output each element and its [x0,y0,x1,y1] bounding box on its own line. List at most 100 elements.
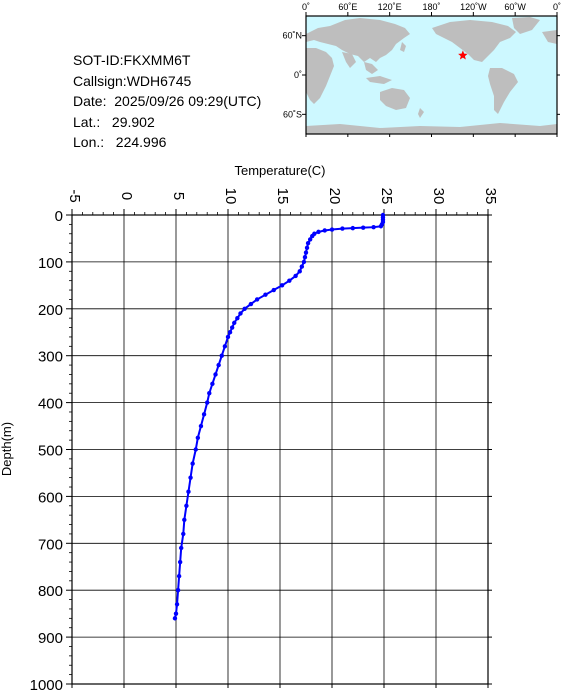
map-ticks: 0˚ 60˚E 120˚E 180˚ 120˚W 60˚W 0˚ 60˚N 0˚ 60˚S [282,2,561,137]
data-point [380,219,386,225]
data-point [182,517,187,523]
data-point [174,602,180,607]
map-lon-label: 0˚ [302,2,310,12]
station-info: SOT-ID:FKXMM6T Callsign:WDH6745 Date: 20… [73,50,261,153]
data-point [242,306,247,311]
data-point [181,531,186,537]
y-tick-label: 500 [38,443,63,460]
station-marker-icon [458,50,468,60]
grid-horizontal [72,261,488,638]
data-point [229,325,235,330]
map-lon-label: 180˚ [422,2,440,12]
data-point [263,292,268,297]
data-point [380,215,386,220]
data-point [195,435,201,440]
data-point [205,400,210,405]
y-tick-label: 600 [38,489,63,506]
temperature-profile-points [172,212,386,621]
map-lon-label: 60˚E [338,2,357,12]
map-lon-label: 0˚ [553,2,561,12]
map-land-eurasia [306,18,410,62]
data-point [207,391,212,396]
x-tick-label: 5 [170,192,187,200]
x-tick-label: 25 [378,188,395,205]
data-point [172,616,178,621]
data-point [378,224,384,229]
callsign-text: Callsign:WDH6745 [73,72,192,89]
data-point [175,588,181,593]
data-point [201,412,207,417]
x-tick-label: -5 [66,189,83,202]
x-tick-label: 30 [430,188,447,205]
y-tick-label: 0 [55,208,63,225]
plot-frame [71,214,489,685]
y-tick-label: 100 [38,255,63,272]
data-point [302,255,308,260]
y-tick-label: 300 [38,349,63,366]
data-point [329,227,335,232]
data-point [222,344,228,349]
data-point [380,217,386,222]
data-point [361,225,366,230]
data-point [186,489,191,494]
data-point [176,573,182,579]
data-point [188,475,193,480]
map-lon-label: 120˚E [378,2,402,12]
x-tick-label: 15 [274,188,291,205]
x-tick-label: 10 [222,188,239,205]
data-point [312,231,317,236]
x-axis-title: Temperature(C) [234,163,325,178]
y-tick-label: 1000 [30,677,63,690]
world-map: 0˚ 60˚E 120˚E 180˚ 120˚W 60˚W 0˚ 60˚N 0˚ 60˚S [282,2,561,137]
data-point [310,233,315,239]
map-land-south-america [488,68,518,114]
data-point [322,228,327,233]
map-land-africa [306,48,334,104]
map-lon-label: 60˚W [504,2,526,12]
y-tick-label: 400 [38,396,63,413]
temperature-profile-line [173,215,384,619]
data-point [184,503,189,508]
data-point [213,372,218,377]
data-point [225,334,231,340]
data-point [179,545,184,551]
data-point [248,301,254,307]
map-land [306,17,557,134]
data-point [279,283,285,288]
grid-vertical [71,215,489,684]
data-point [190,461,195,466]
data-point [271,287,276,293]
data-point [216,362,221,368]
map-lat-label: 60˚S [283,109,302,119]
data-point [297,269,302,274]
map-land-australia [380,88,410,110]
map-land-europe-east [542,30,557,44]
map-land-se-asia [364,62,378,74]
data-point [177,559,183,565]
data-point [305,240,311,246]
map-land-north-america [432,20,516,62]
data-point [293,273,298,279]
data-point [232,320,237,326]
data-point [350,225,355,231]
y-axis-ticks: 0 100 200 300 400 500 600 700 800 900 1000 [30,208,492,690]
data-point [210,381,215,387]
y-axis-title: Depth(m) [0,422,14,476]
x-tick-label: 0 [118,192,135,200]
data-point [238,311,243,316]
data-point [227,330,233,335]
map-land-greenland [512,17,540,34]
data-point [287,278,292,283]
data-point [307,237,313,242]
y-tick-label: 200 [38,302,63,319]
data-point [301,259,307,265]
data-point [380,212,386,218]
data-point [198,423,204,429]
map-land-india [342,52,356,68]
map-lat-label: 0˚ [294,70,302,80]
data-point [173,611,179,616]
data-point [379,222,385,227]
map-land-indonesia [366,76,392,84]
y-tick-label: 800 [38,583,63,600]
data-point [219,353,224,358]
